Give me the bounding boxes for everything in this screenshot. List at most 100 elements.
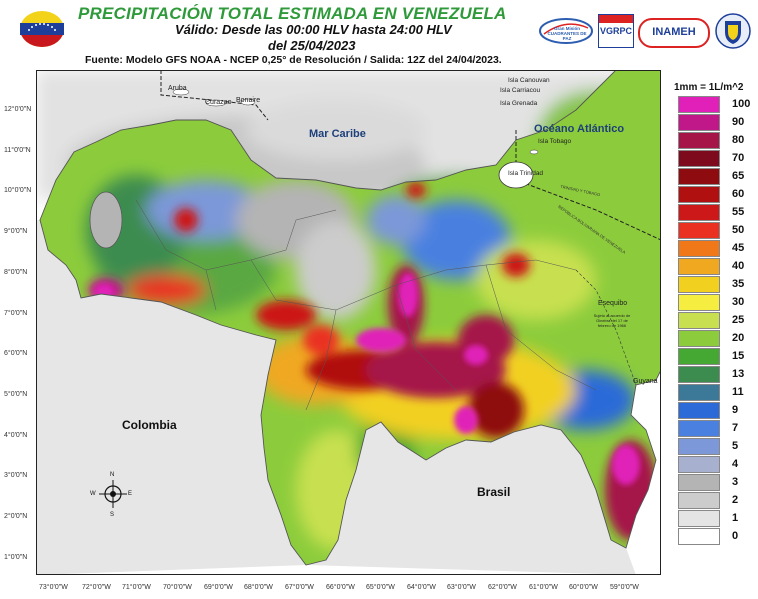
legend-item: 70 xyxy=(678,150,756,168)
legend-swatch xyxy=(678,276,720,293)
compass-west: W xyxy=(90,491,96,497)
lat-tick-3: 3°0'0"N xyxy=(4,472,28,479)
compass-east: E xyxy=(128,491,133,497)
legend-swatch xyxy=(678,528,720,545)
legend-item: 1 xyxy=(678,510,756,528)
legend-swatch xyxy=(678,366,720,383)
colombia-land xyxy=(36,220,306,575)
label-aruba: Aruba xyxy=(168,85,187,92)
lon-tick-68: 68°0'0"W xyxy=(244,584,273,591)
precipitation-legend: 1mm = 1L/m^2 100 90 80 70 65 60 55 50 45… xyxy=(674,78,756,548)
legend-value: 100 xyxy=(732,98,751,110)
legend-item: 55 xyxy=(678,204,756,222)
legend-item: 40 xyxy=(678,258,756,276)
legend-swatch xyxy=(678,150,720,167)
lat-tick-11: 11°0'0"N xyxy=(4,147,31,154)
legend-swatch xyxy=(678,204,720,221)
lat-tick-6: 6°0'0"N xyxy=(4,350,28,357)
page-title: PRECIPITACIÓN TOTAL ESTIMADA EN VENEZUEL… xyxy=(78,4,507,23)
legend-swatch xyxy=(678,402,720,419)
legend-item: 100 xyxy=(678,96,756,114)
shield-icon xyxy=(715,13,751,49)
legend-value: 20 xyxy=(732,332,745,344)
legend-value: 2 xyxy=(732,494,739,506)
legend-value: 90 xyxy=(732,116,745,128)
legend-item: 15 xyxy=(678,348,756,366)
compass-north: N xyxy=(110,472,115,478)
legend-swatch xyxy=(678,132,720,149)
lat-tick-8: 8°0'0"N xyxy=(4,269,28,276)
legend-swatch xyxy=(678,96,720,113)
lon-tick-72: 72°0'0"W xyxy=(82,584,111,591)
legend-item: 2 xyxy=(678,492,756,510)
lon-tick-60: 60°0'0"W xyxy=(569,584,598,591)
forecast-date: del 25/04/2023 xyxy=(268,38,356,53)
label-colombia: Colombia xyxy=(122,418,177,432)
legend-swatch xyxy=(678,258,720,275)
label-brasil: Brasil xyxy=(477,485,511,499)
legend-swatch xyxy=(678,240,720,257)
lon-tick-64: 64°0'0"W xyxy=(407,584,436,591)
legend-item: 9 xyxy=(678,402,756,420)
lon-tick-70: 70°0'0"W xyxy=(163,584,192,591)
legend-title: 1mm = 1L/m^2 xyxy=(674,82,744,93)
legend-item: 45 xyxy=(678,240,756,258)
legend-swatch xyxy=(678,312,720,329)
lat-tick-1: 1°0'0"N xyxy=(4,554,28,561)
tobago-island xyxy=(529,149,539,155)
lat-tick-9: 9°0'0"N xyxy=(4,228,28,235)
legend-value: 55 xyxy=(732,206,745,218)
bonaire-island xyxy=(240,98,256,106)
label-esequibo-note: Sujeto al acuerdo de Ginebra del 17 de f… xyxy=(593,313,631,328)
legend-value: 9 xyxy=(732,404,739,416)
map-frame xyxy=(36,70,661,575)
maritime-boundary-abc xyxy=(160,70,269,121)
label-curazao: Curazao xyxy=(205,99,232,106)
legend-value: 65 xyxy=(732,170,745,182)
label-tobago: Isla Tobago xyxy=(538,138,572,145)
label-esequibo: Esequibo xyxy=(598,300,628,307)
legend-value: 15 xyxy=(732,350,745,362)
legend-value: 35 xyxy=(732,278,745,290)
legend-value: 30 xyxy=(732,296,745,308)
legend-value: 80 xyxy=(732,134,745,146)
label-oceano-atlantico: Océano Atlántico xyxy=(534,123,625,135)
legend-value: 25 xyxy=(732,314,745,326)
legend-value: 1 xyxy=(732,512,739,524)
lon-tick-71: 71°0'0"W xyxy=(122,584,151,591)
validity-text: Válido: Desde las 00:00 HLV hasta 24:00 … xyxy=(175,22,452,37)
legend-item: 50 xyxy=(678,222,756,240)
legend-value: 11 xyxy=(732,386,744,398)
legend-value: 45 xyxy=(732,242,745,254)
legend-item: 5 xyxy=(678,438,756,456)
label-carriacou: Isla Carriacou xyxy=(500,87,541,94)
legend-item: 11 xyxy=(678,384,756,402)
lake-maracaibo xyxy=(89,191,123,249)
lat-tick-12: 12°0'0"N xyxy=(4,106,32,113)
vgrpc-logo: VGRPC xyxy=(598,14,634,48)
legend-value: 0 xyxy=(732,530,739,542)
legend-value: 50 xyxy=(732,224,745,236)
lon-tick-59: 59°0'0"W xyxy=(610,584,639,591)
brasil-land xyxy=(306,422,636,575)
legend-item: 25 xyxy=(678,312,756,330)
legend-swatch xyxy=(678,492,720,509)
legend-swatch xyxy=(678,420,720,437)
lat-tick-4: 4°0'0"N xyxy=(4,432,28,439)
lon-tick-67: 67°0'0"W xyxy=(285,584,314,591)
legend-swatch xyxy=(678,348,720,365)
venezuela-flag-icon xyxy=(20,11,64,47)
legend-value: 60 xyxy=(732,188,745,200)
legend-swatch xyxy=(678,168,720,185)
lon-tick-61: 61°0'0"W xyxy=(529,584,558,591)
legend-item: 30 xyxy=(678,294,756,312)
legend-swatch xyxy=(678,474,720,491)
legend-item: 35 xyxy=(678,276,756,294)
cuadrantes-logo-text: Gran Misión CUADRANTES DE PAZ xyxy=(547,26,587,41)
label-grenada: Isla Grenada xyxy=(500,100,538,107)
state-borders xyxy=(135,199,597,411)
source-text: Fuente: Modelo GFS NOAA - NCEP 0,25° de … xyxy=(85,54,502,66)
legend-swatch xyxy=(678,186,720,203)
legend-value: 4 xyxy=(732,458,739,470)
venezuela-border xyxy=(39,70,661,566)
